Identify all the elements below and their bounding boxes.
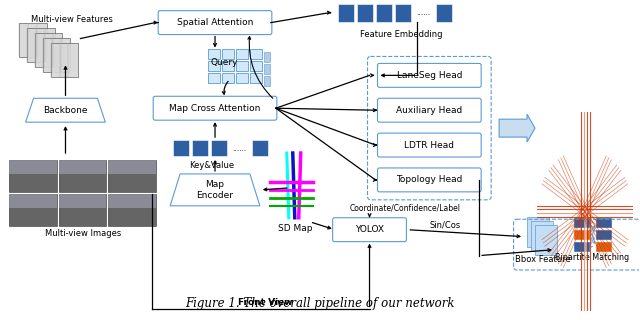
- FancyBboxPatch shape: [208, 61, 220, 71]
- FancyBboxPatch shape: [333, 218, 406, 242]
- FancyBboxPatch shape: [378, 168, 481, 192]
- FancyBboxPatch shape: [208, 73, 220, 83]
- Text: ......: ......: [232, 144, 246, 153]
- Bar: [596, 242, 612, 252]
- FancyBboxPatch shape: [222, 50, 234, 60]
- Bar: [596, 230, 612, 240]
- Text: LDTR Head: LDTR Head: [404, 140, 454, 149]
- Bar: [9, 160, 56, 192]
- FancyBboxPatch shape: [222, 61, 234, 71]
- FancyBboxPatch shape: [236, 50, 248, 60]
- Polygon shape: [9, 194, 56, 208]
- Bar: [395, 4, 411, 22]
- Text: Sin/Cos: Sin/Cos: [429, 220, 461, 229]
- Polygon shape: [9, 174, 56, 192]
- Bar: [574, 230, 590, 240]
- FancyBboxPatch shape: [250, 50, 262, 60]
- Text: Figure 1. The overall pipeline of our network: Figure 1. The overall pipeline of our ne…: [185, 297, 454, 310]
- Text: Multi-view Images: Multi-view Images: [45, 229, 122, 238]
- Bar: [531, 221, 553, 251]
- Polygon shape: [9, 160, 56, 174]
- Bar: [173, 140, 189, 156]
- Text: YOLOX: YOLOX: [355, 225, 384, 234]
- Bar: [108, 194, 156, 226]
- Bar: [211, 140, 227, 156]
- Text: Multi-view Features: Multi-view Features: [31, 15, 113, 24]
- Polygon shape: [108, 208, 156, 226]
- Bar: [192, 140, 208, 156]
- Text: Key&Value: Key&Value: [189, 161, 235, 170]
- FancyBboxPatch shape: [35, 33, 63, 68]
- FancyBboxPatch shape: [236, 73, 248, 83]
- FancyBboxPatch shape: [264, 52, 270, 62]
- Bar: [58, 194, 106, 226]
- FancyBboxPatch shape: [378, 63, 481, 87]
- Text: Bbox Feature: Bbox Feature: [515, 255, 571, 264]
- FancyBboxPatch shape: [222, 73, 234, 83]
- Bar: [574, 218, 590, 228]
- Polygon shape: [26, 98, 106, 122]
- FancyBboxPatch shape: [378, 133, 481, 157]
- FancyBboxPatch shape: [158, 11, 272, 35]
- Text: Map
Encoder: Map Encoder: [196, 180, 234, 200]
- Polygon shape: [9, 208, 56, 226]
- Text: SD Map: SD Map: [278, 224, 312, 233]
- FancyBboxPatch shape: [43, 37, 70, 72]
- Bar: [527, 217, 549, 247]
- FancyBboxPatch shape: [27, 28, 54, 62]
- Bar: [436, 4, 452, 22]
- FancyBboxPatch shape: [19, 23, 47, 58]
- Polygon shape: [58, 174, 106, 192]
- Bar: [58, 160, 106, 192]
- Polygon shape: [58, 208, 106, 226]
- Bar: [574, 242, 590, 252]
- Polygon shape: [108, 160, 156, 174]
- FancyBboxPatch shape: [153, 96, 277, 120]
- Text: ......: ......: [416, 8, 430, 17]
- Bar: [108, 160, 156, 192]
- Polygon shape: [58, 160, 106, 174]
- Bar: [357, 4, 373, 22]
- Bar: [376, 4, 392, 22]
- Bar: [596, 218, 612, 228]
- Polygon shape: [58, 194, 106, 208]
- Text: Backbone: Backbone: [44, 106, 88, 115]
- Bar: [252, 140, 268, 156]
- Text: LaneSeg Head: LaneSeg Head: [397, 71, 462, 80]
- FancyArrow shape: [499, 114, 535, 142]
- FancyBboxPatch shape: [51, 43, 79, 77]
- Text: Coordinate/Confidence/Label: Coordinate/Confidence/Label: [349, 203, 461, 212]
- Text: Bipartite Matching: Bipartite Matching: [555, 252, 629, 261]
- FancyBboxPatch shape: [378, 98, 481, 122]
- Bar: [338, 4, 354, 22]
- FancyBboxPatch shape: [236, 61, 248, 71]
- Text: Feature Embedding: Feature Embedding: [360, 29, 443, 39]
- Text: Spatial Attention: Spatial Attention: [177, 18, 253, 27]
- FancyBboxPatch shape: [264, 64, 270, 74]
- Text: Auxiliary Head: Auxiliary Head: [396, 106, 463, 115]
- Bar: [9, 194, 56, 226]
- Polygon shape: [170, 174, 260, 206]
- Text: Front View: Front View: [237, 298, 292, 307]
- Bar: [535, 225, 557, 255]
- Text: Query: Query: [210, 58, 237, 67]
- FancyBboxPatch shape: [250, 73, 262, 83]
- Polygon shape: [108, 174, 156, 192]
- FancyBboxPatch shape: [264, 76, 270, 86]
- Polygon shape: [108, 194, 156, 208]
- FancyBboxPatch shape: [250, 61, 262, 71]
- Text: Map Cross Attention: Map Cross Attention: [170, 104, 260, 113]
- Text: Topology Head: Topology Head: [396, 175, 463, 184]
- FancyBboxPatch shape: [208, 50, 220, 60]
